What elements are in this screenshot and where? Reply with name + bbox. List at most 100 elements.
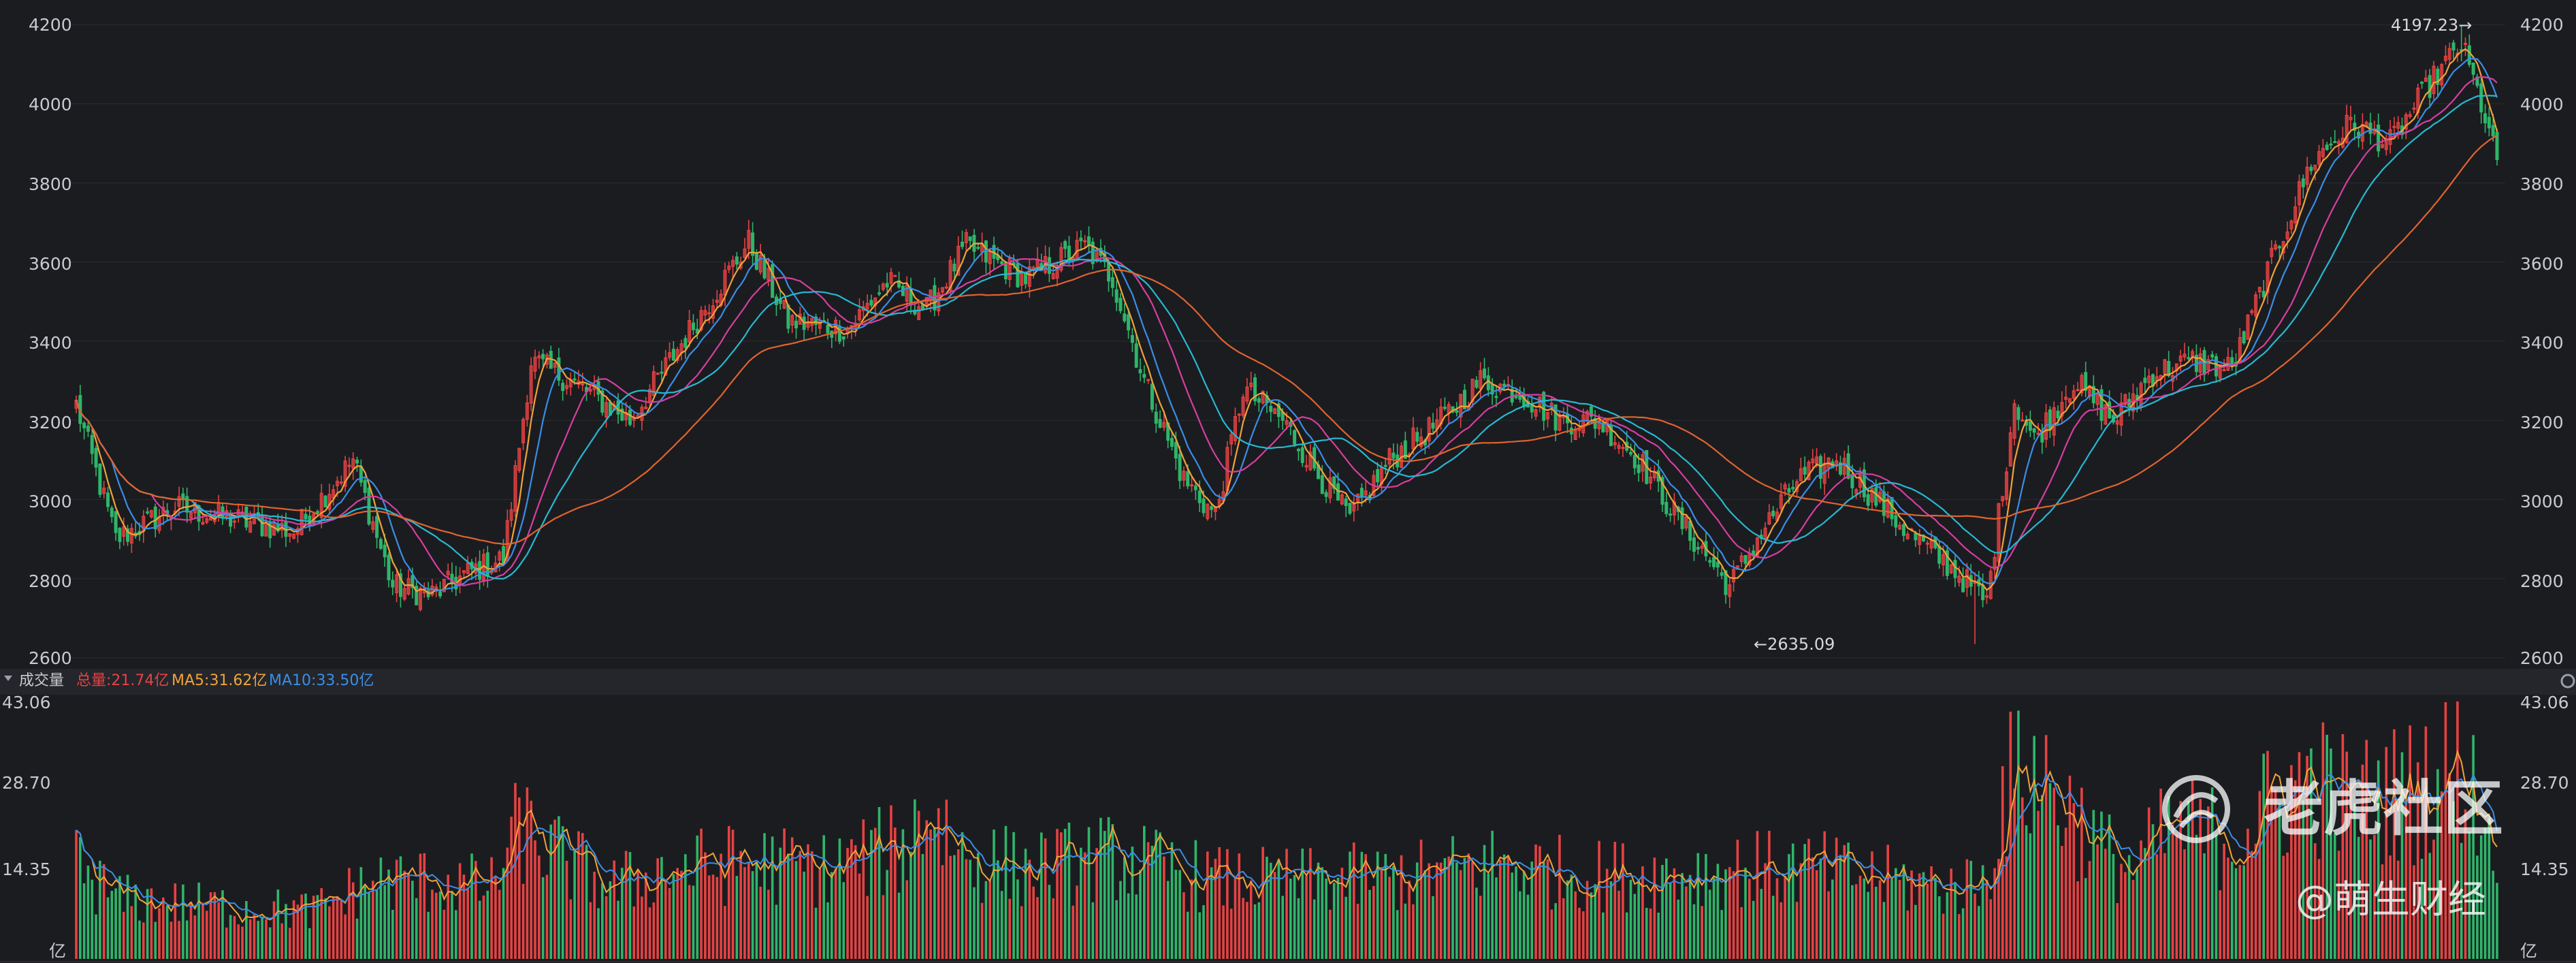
candle-body [1206, 503, 1210, 520]
candle-body [1894, 515, 1898, 528]
candle-body [743, 248, 747, 258]
volume-bar [1882, 902, 1886, 959]
candle [1502, 379, 1507, 391]
candle-body [651, 371, 656, 396]
candle [794, 313, 799, 339]
candle [2064, 385, 2068, 409]
candle-body [1660, 477, 1664, 505]
candle-body [98, 463, 102, 495]
volume-bar [676, 868, 679, 959]
volume-bar [1815, 870, 1818, 959]
volume-bar [1978, 906, 1980, 959]
volume-bar [1332, 883, 1336, 959]
candle [2301, 174, 2305, 199]
candle [189, 511, 193, 524]
candle-body [2443, 55, 2447, 61]
candle-body [1174, 441, 1178, 459]
volume-bar [1020, 906, 1023, 959]
volume-bar [1827, 891, 1830, 959]
candle-body [699, 310, 703, 330]
candle [517, 447, 521, 473]
candle [1984, 590, 1989, 604]
volume-bar [1349, 851, 1351, 959]
volume-bar [1238, 853, 1241, 959]
collapse-volume-button[interactable] [4, 676, 12, 681]
volume-bar [1004, 825, 1008, 959]
candle [2016, 404, 2020, 431]
candle-body [2028, 421, 2032, 431]
candle-body [232, 520, 236, 523]
candle [114, 511, 118, 541]
volume-bar [1910, 870, 1913, 959]
candle [1245, 378, 1249, 405]
candle [1154, 403, 1158, 433]
candle-body [1443, 407, 1447, 409]
candle [1545, 411, 1549, 428]
volume-bar [1581, 911, 1585, 959]
vol-tick-28: 28.70 [2, 773, 51, 793]
volume-bar [1218, 847, 1221, 959]
candle [1134, 333, 1138, 368]
volume-bar [905, 880, 908, 959]
volume-bar [2373, 835, 2376, 959]
volume-bar [2389, 855, 2392, 959]
candle-body [2428, 75, 2432, 98]
volume-settings-button[interactable] [2560, 674, 2575, 689]
volume-bar [1890, 879, 1893, 959]
candle-body [2313, 164, 2317, 170]
volume-bar [2080, 787, 2083, 959]
candle-body [1269, 405, 1273, 412]
candle-body [1462, 390, 1466, 410]
candle-body [2305, 166, 2309, 185]
candle [1182, 466, 1186, 487]
candle-body [620, 409, 624, 421]
volume-bar [1186, 911, 1189, 959]
candle [280, 514, 284, 538]
candle-body [2080, 375, 2084, 394]
volume-bar [1732, 871, 1735, 959]
volume-bar [288, 928, 291, 959]
volume-bar [1791, 843, 1794, 959]
volume-bar [126, 874, 129, 959]
candle [533, 349, 537, 379]
volume-bar [656, 858, 659, 959]
candle [2060, 391, 2064, 425]
candle-body [2337, 141, 2341, 145]
candle-body [1387, 448, 1391, 465]
volume-bar [1985, 880, 1989, 959]
volume-bar [573, 849, 576, 959]
volume-bar [185, 920, 189, 959]
volume-bar [1871, 851, 1873, 959]
volume-bar [787, 853, 790, 959]
volume-bar [2270, 786, 2273, 959]
volume-bar [79, 837, 82, 959]
candle-body [1815, 456, 1819, 464]
volume-bar [1095, 848, 1098, 959]
candle-body [1803, 467, 1807, 475]
volume-bar [980, 902, 984, 959]
candle-body [660, 371, 664, 374]
volume-bar [2416, 762, 2419, 959]
volume-bar [755, 862, 758, 959]
candle [292, 533, 296, 540]
volume-bar [221, 890, 224, 959]
candle [430, 579, 434, 597]
candle-body [2467, 45, 2471, 65]
candle-body [1348, 503, 1352, 514]
volume-bar [1352, 842, 1355, 959]
volume-bar [2424, 726, 2428, 959]
candle-body [1415, 432, 1419, 442]
candle [98, 463, 102, 498]
candle-body [1692, 537, 1696, 552]
volume-bar [1716, 864, 1720, 959]
candle-body [149, 510, 153, 518]
volume-bar [482, 895, 485, 959]
volume-bar [2369, 839, 2372, 959]
volume-bar [561, 826, 564, 959]
candle-body [1127, 314, 1131, 331]
candle-body [395, 574, 399, 593]
candle [509, 502, 513, 527]
volume-bar [569, 899, 573, 959]
